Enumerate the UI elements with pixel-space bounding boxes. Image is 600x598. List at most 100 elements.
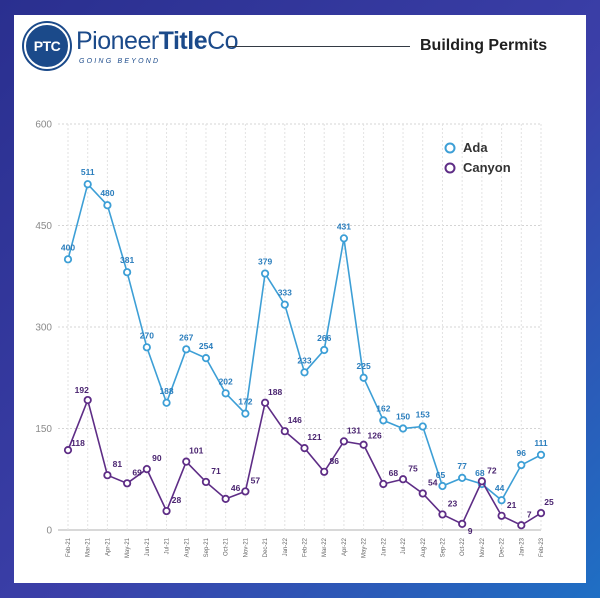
data-label-ada: 400: [61, 242, 75, 252]
data-point-canyon: [103, 471, 112, 480]
x-tick-label: Feb-21: [66, 537, 72, 557]
data-point-canyon: [63, 446, 73, 455]
data-point-ada: [438, 481, 447, 491]
data-point-canyon: [260, 398, 270, 407]
data-point-canyon: [398, 475, 408, 484]
x-tick-label: Sep-22: [440, 537, 446, 557]
data-label-canyon: 21: [507, 500, 517, 510]
data-point-ada: [398, 424, 408, 433]
chart-card: [14, 15, 586, 583]
data-point-canyon: [517, 521, 526, 530]
data-label-ada: 270: [140, 330, 154, 340]
data-label-ada: 266: [317, 333, 331, 343]
data-point-canyon: [221, 494, 230, 503]
x-tick-label: Jan-23: [519, 537, 525, 556]
data-label-ada: 172: [238, 397, 252, 407]
x-tick-label: Jul-22: [401, 537, 407, 554]
data-label-canyon: 57: [251, 475, 261, 485]
data-point-canyon: [300, 444, 309, 453]
legend-label-ada: Ada: [463, 140, 488, 155]
x-tick-label: Nov-22: [480, 537, 486, 557]
data-label-canyon: 81: [113, 459, 123, 469]
data-point-canyon: [241, 487, 250, 496]
data-label-ada: 68: [475, 468, 485, 478]
data-label-canyon: 146: [288, 415, 302, 425]
data-point-canyon: [418, 489, 427, 498]
data-point-canyon: [339, 437, 349, 446]
data-label-canyon: 54: [428, 477, 438, 487]
data-point-canyon: [162, 506, 171, 516]
x-tick-label: Apr-22: [342, 537, 348, 556]
y-tick-label: 0: [46, 526, 52, 537]
data-label-canyon: 126: [368, 431, 382, 441]
data-point-ada: [280, 300, 289, 309]
data-point-canyon: [497, 511, 506, 520]
data-label-canyon: 192: [75, 385, 89, 395]
data-label-ada: 77: [457, 461, 467, 471]
data-point-ada: [201, 354, 211, 363]
legend-marker-canyon: [444, 162, 456, 174]
data-label-ada: 150: [396, 412, 410, 422]
x-tick-label: Jun-21: [145, 537, 151, 556]
x-tick-label: Nov-21: [243, 537, 249, 557]
legend-marker-ada: [444, 142, 456, 154]
data-point-ada: [300, 368, 309, 377]
data-label-canyon: 68: [389, 468, 399, 478]
x-tick-label: Feb-22: [303, 537, 309, 557]
y-tick-label: 450: [35, 221, 52, 232]
data-label-canyon: 23: [448, 498, 458, 508]
data-label-canyon: 86: [329, 456, 339, 466]
data-label-ada: 267: [179, 332, 193, 342]
data-label-ada: 480: [100, 188, 114, 198]
y-tick-label: 150: [35, 424, 52, 435]
x-tick-label: Dec-21: [263, 537, 269, 557]
data-point-ada: [359, 373, 368, 382]
data-point-canyon: [280, 427, 289, 436]
data-point-ada: [221, 389, 230, 398]
x-tick-label: Oct-21: [224, 537, 230, 556]
x-tick-label: Mar-21: [86, 537, 92, 557]
data-label-canyon: 75: [408, 463, 418, 473]
data-point-canyon: [438, 510, 447, 519]
data-point-canyon: [83, 395, 92, 405]
data-point-ada: [103, 201, 112, 210]
x-tick-label: Aug-21: [184, 537, 190, 557]
data-label-ada: 381: [120, 255, 134, 265]
data-point-ada: [142, 343, 151, 352]
data-point-ada: [517, 460, 526, 470]
data-label-canyon: 118: [71, 438, 85, 448]
logo-badge: PTC: [24, 23, 70, 69]
header-rule: [228, 46, 410, 47]
brand-name: PioneerTitleCo: [76, 27, 239, 56]
x-tick-label: Jul-21: [165, 537, 171, 554]
data-label-canyon: 9: [468, 526, 473, 536]
data-label-canyon: 188: [268, 387, 282, 397]
x-tick-label: May-22: [362, 537, 368, 558]
data-label-ada: 65: [436, 470, 446, 480]
data-label-ada: 511: [81, 167, 95, 177]
data-point-canyon: [142, 464, 151, 474]
data-point-canyon: [123, 479, 132, 488]
x-tick-label: Feb-23: [539, 537, 545, 557]
series-line-canyon: [67, 397, 542, 527]
data-point-canyon: [536, 508, 546, 518]
data-point-ada: [418, 422, 427, 431]
legend-label-canyon: Canyon: [463, 160, 511, 175]
brand-tagline: GOING BEYOND: [79, 58, 161, 65]
data-label-canyon: 90: [152, 453, 162, 463]
data-point-canyon: [182, 457, 191, 466]
y-tick-label: 300: [35, 323, 52, 334]
data-point-ada: [497, 496, 506, 505]
data-point-ada: [63, 255, 73, 264]
data-point-ada: [241, 409, 250, 418]
x-tick-label: Jan-22: [283, 537, 289, 556]
logo-badge-text: PTC: [33, 38, 61, 54]
data-label-canyon: 131: [347, 425, 361, 435]
data-label-ada: 333: [278, 288, 292, 298]
x-tick-label: Sep-21: [204, 537, 210, 557]
data-label-ada: 44: [495, 483, 505, 493]
data-point-canyon: [201, 477, 211, 487]
x-tick-label: Dec-22: [500, 537, 506, 557]
data-label-canyon: 28: [172, 495, 182, 505]
